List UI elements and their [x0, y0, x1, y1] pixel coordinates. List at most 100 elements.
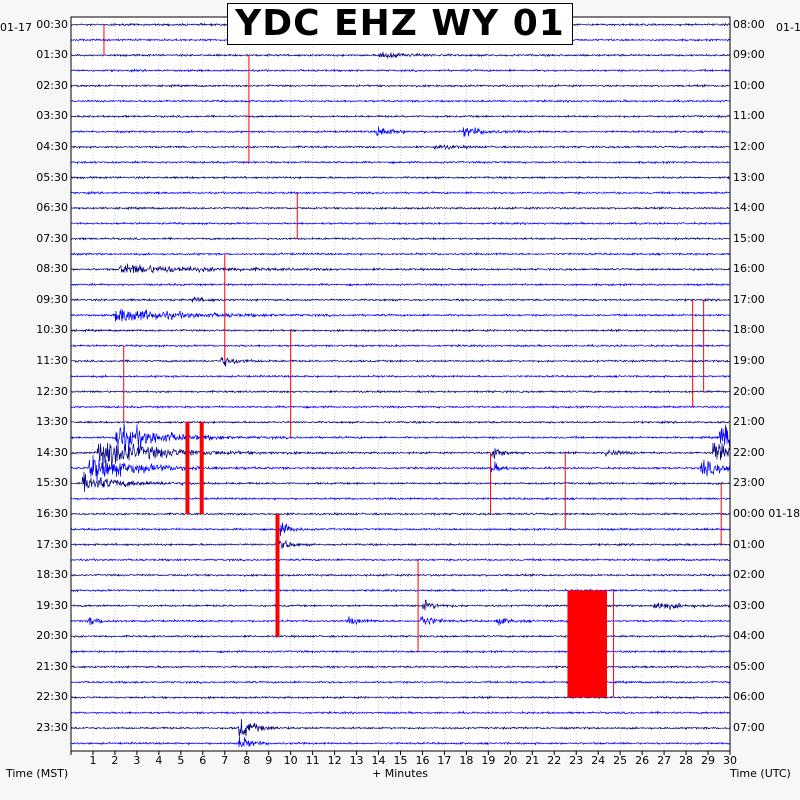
trace-row-20	[70, 328, 731, 333]
right-time-label: 13:00	[733, 170, 765, 184]
x-tick-label: 15	[393, 754, 408, 767]
left-time-label: 19:30	[36, 598, 68, 612]
left-time-label: 00:30	[36, 17, 68, 31]
trace-row-41	[70, 649, 731, 654]
left-time-label: 20:30	[36, 629, 68, 643]
trace-row-47	[70, 736, 731, 748]
trace-row-29	[70, 455, 731, 482]
x-tick-label: 22	[547, 754, 562, 767]
x-tick-label: 4	[155, 754, 163, 767]
trace-row-39	[70, 615, 731, 626]
x-tick-label: 17	[437, 754, 452, 767]
trace-row-38	[70, 599, 731, 611]
left-time-label: 13:30	[36, 415, 68, 429]
left-time-label: 05:30	[36, 170, 68, 184]
chart-title: YDC EHZ WY 01	[235, 3, 565, 44]
x-tick-label: 26	[635, 754, 650, 767]
trace-row-34	[70, 539, 731, 550]
trace-row-30	[70, 471, 731, 493]
trace-row-33	[70, 522, 731, 537]
trace-row-28	[70, 442, 731, 470]
trace-row-27	[70, 423, 731, 452]
trace-row-43	[70, 679, 731, 685]
x-tick-label: 29	[701, 754, 716, 767]
left-time-label: 06:30	[36, 201, 68, 215]
right-time-label: 21:00	[733, 415, 765, 429]
trace-row-14	[70, 236, 731, 241]
right-time-label: 10:00	[733, 78, 765, 92]
x-tick-label: 13	[349, 754, 364, 767]
trace-row-6	[70, 114, 731, 119]
trace-row-25	[70, 404, 731, 410]
x-tick-label: 30	[723, 754, 737, 767]
event-picks	[103, 24, 722, 698]
trace-row-23	[70, 374, 731, 379]
right-time-label: 03:00	[733, 598, 765, 612]
left-time-label: 01:30	[36, 48, 68, 62]
x-tick-label: 20	[503, 754, 518, 767]
trace-row-21	[70, 343, 731, 349]
trace-row-18	[70, 296, 731, 303]
left-time-label: 08:30	[36, 262, 68, 276]
x-axis-ticks	[70, 751, 731, 755]
x-label-minutes: + Minutes	[372, 767, 429, 780]
x-tick-label: 6	[199, 754, 207, 767]
right-time-label: 07:00	[733, 721, 765, 735]
right-time-label: 05:00	[733, 659, 765, 673]
right-time-label: 06:00	[733, 690, 765, 704]
trace-row-3	[70, 68, 731, 74]
trace-row-9	[70, 160, 731, 165]
x-tick-label: 27	[657, 754, 672, 767]
right-time-label: 22:00	[733, 445, 765, 459]
left-time-label: 15:30	[36, 476, 68, 490]
trace-row-24	[70, 389, 731, 394]
left-time-label: 18:30	[36, 568, 68, 582]
left-time-label: 16:30	[36, 506, 68, 520]
right-time-label: 08:00	[733, 17, 765, 31]
right-time-label: 20:00	[733, 384, 765, 398]
pick-block-15	[567, 590, 607, 698]
right-time-label: 19:00	[733, 354, 765, 368]
x-tick-label: 3	[133, 754, 141, 767]
left-time-label: 12:30	[36, 384, 68, 398]
right-time-label: 12:00	[733, 139, 765, 153]
right-time-label: 00:00 01-18	[733, 506, 800, 520]
trace-row-42	[70, 664, 731, 670]
left-time-label: 10:30	[36, 323, 68, 337]
right-time-label: 23:00	[733, 476, 765, 490]
right-time-label: 18:00	[733, 323, 765, 337]
left-time-label: 17:30	[36, 537, 68, 551]
x-tick-label: 19	[481, 754, 496, 767]
seismic-traces	[70, 22, 731, 748]
left-time-label: 03:30	[36, 109, 68, 123]
left-time-label: 09:30	[36, 292, 68, 306]
trace-row-2	[70, 51, 731, 60]
left-time-label: 02:30	[36, 78, 68, 92]
trace-row-10	[70, 175, 731, 180]
x-tick-label: 11	[305, 754, 320, 767]
trace-row-8	[70, 144, 731, 151]
trace-row-36	[70, 572, 731, 578]
left-time-label: 04:30	[36, 139, 68, 153]
x-tick-label: 1	[89, 754, 97, 767]
trace-row-35	[70, 557, 731, 563]
trace-row-26	[70, 420, 731, 425]
right-time-label: 04:00	[733, 629, 765, 643]
x-label-utc: Time (UTC)	[730, 767, 791, 780]
x-tick-label: 14	[371, 754, 386, 767]
left-time-label: 23:30	[36, 721, 68, 735]
left-time-label: 07:30	[36, 231, 68, 245]
trace-row-7	[70, 126, 731, 138]
x-tick-label: 24	[591, 754, 606, 767]
trace-row-22	[70, 356, 731, 367]
trace-row-45	[70, 710, 731, 716]
left-time-label: 22:30	[36, 690, 68, 704]
trace-row-11	[70, 190, 731, 196]
x-tick-label: 8	[243, 754, 251, 767]
right-time-label: 09:00	[733, 48, 765, 62]
right-time-label: 14:00	[733, 201, 765, 215]
trace-row-46	[70, 719, 731, 737]
x-tick-label: 16	[415, 754, 430, 767]
trace-row-15	[70, 251, 731, 257]
